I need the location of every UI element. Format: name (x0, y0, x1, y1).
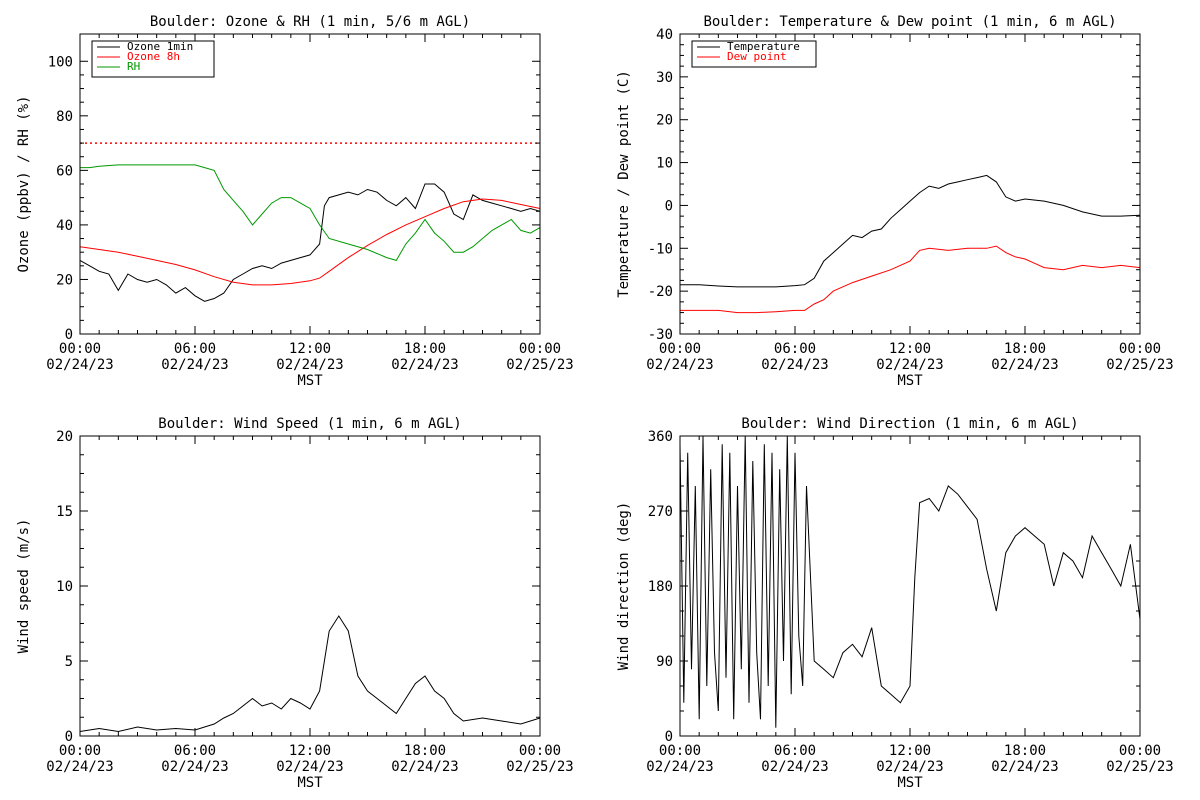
chart-1-line-ozone-1min (79, 183, 541, 302)
chart-3-xtick-date: 02/25/23 (506, 759, 573, 775)
chart-2-xtick-date: 02/24/23 (761, 357, 828, 373)
chart-1-ytick-label: 20 (56, 272, 73, 288)
chart-1-xtick-date: 02/24/23 (161, 357, 228, 373)
chart-2-xtick-time: 06:00 (774, 341, 816, 357)
chart-3-xtick-time: 00:00 (59, 743, 101, 759)
chart-3-xtick-time: 12:00 (289, 743, 331, 759)
chart-4-ylabel: Wind direction (deg) (616, 502, 632, 671)
chart-1-ytick-label: 100 (48, 54, 73, 70)
chart-3-xtick-time: 00:00 (519, 743, 561, 759)
chart-4-xtick-time: 00:00 (659, 743, 701, 759)
chart-4-xtick-time: 12:00 (889, 743, 931, 759)
chart-4-line-series-1 (679, 435, 1141, 728)
chart-1-xtick-time: 00:00 (519, 341, 561, 357)
chart-3-ytick-label: 0 (65, 729, 73, 745)
chart-3-ytick-label: 15 (56, 504, 73, 520)
chart-2-ytick-label: 10 (656, 156, 673, 172)
chart-1-ytick-label: 0 (65, 327, 73, 343)
chart-1-ytick-label: 60 (56, 163, 73, 179)
chart-3-xtick-time: 06:00 (174, 743, 216, 759)
chart-1-line-ozone-8h (79, 198, 541, 286)
chart-2-xtick-time: 12:00 (889, 341, 931, 357)
chart-3-xtick-date: 02/24/23 (161, 759, 228, 775)
chart-1-ytick-label: 80 (56, 109, 73, 125)
chart-4-ytick-label: 360 (648, 429, 673, 445)
chart-2-ytick-label: -20 (648, 284, 673, 300)
chart-1-title: Boulder: Ozone & RH (1 min, 5/6 m AGL) (150, 14, 470, 30)
chart-4-xtick-time: 18:00 (1004, 743, 1046, 759)
chart-4-xtick-time: 00:00 (1119, 743, 1161, 759)
chart-2-xtick-date: 02/24/23 (646, 357, 713, 373)
chart-3-ylabel: Wind speed (m/s) (16, 519, 32, 654)
chart-2-xtick-time: 00:00 (1119, 341, 1161, 357)
chart-1-xtick-time: 00:00 (59, 341, 101, 357)
chart-3-line-series-1 (79, 615, 541, 733)
chart-1-xtick-time: 12:00 (289, 341, 331, 357)
chart-1-frame (79, 33, 541, 335)
chart-1-xtick-date: 02/25/23 (506, 357, 573, 373)
chart-4-ytick-label: 270 (648, 504, 673, 520)
chart-3-xlabel: MST (297, 775, 323, 791)
chart-3-ytick-label: 20 (56, 429, 73, 445)
chart-4-xlabel: MST (897, 775, 923, 791)
chart-4-ytick-label: 90 (656, 654, 673, 670)
chart-2-line-temperature (680, 174, 1141, 288)
chart-2-ytick-label: 0 (665, 198, 673, 214)
chart-1-ytick-label: 40 (56, 218, 73, 234)
chart-1-xtick-time: 18:00 (404, 341, 446, 357)
chart-2-xtick-time: 18:00 (1004, 341, 1046, 357)
chart-4-ytick-label: 0 (665, 729, 673, 745)
chart-2-legend (691, 40, 817, 68)
chart-3-ytick-label: 10 (56, 579, 73, 595)
chart-2-ytick-label: 20 (656, 113, 673, 129)
chart-4-title: Boulder: Wind Direction (1 min, 6 m AGL) (741, 416, 1078, 432)
chart-3-xtick-date: 02/24/23 (391, 759, 458, 775)
chart-2-ytick-label: 40 (656, 27, 673, 43)
chart-2-xtick-date: 02/24/23 (876, 357, 943, 373)
chart-1-xtick-date: 02/24/23 (276, 357, 343, 373)
chart-2-legend-label: Temperature (727, 40, 800, 53)
chart-3-xtick-date: 02/24/23 (46, 759, 113, 775)
chart-1-xlabel: MST (297, 373, 323, 389)
chart-4-xtick-date: 02/24/23 (876, 759, 943, 775)
chart-2-xtick-time: 00:00 (659, 341, 701, 357)
chart-3-ytick-label: 5 (65, 654, 73, 670)
chart-1-xtick-date: 02/24/23 (46, 357, 113, 373)
chart-3-frame (79, 435, 541, 737)
chart-1-line-rh (80, 164, 541, 261)
chart-1-xtick-date: 02/24/23 (391, 357, 458, 373)
chart-3-xtick-time: 18:00 (404, 743, 446, 759)
chart-2-frame (679, 33, 1141, 335)
chart-3: Boulder: Wind Speed (1 min, 6 m AGL) 0 5 10… (16, 416, 574, 791)
chart-2-title: Boulder: Temperature & Dew point (1 min,… (703, 14, 1116, 30)
chart-3-xtick-date: 02/24/23 (276, 759, 343, 775)
chart-2-legend-label: Dew point (727, 50, 787, 63)
chart-1-ylabel: Ozone (ppbv) / RH (%) (16, 95, 32, 272)
chart-4-ytick-label: 180 (648, 579, 673, 595)
chart-4-xtick-date: 02/24/23 (646, 759, 713, 775)
chart-2-ylabel: Temperature / Dew point (C) (616, 70, 632, 298)
chart-2-xtick-date: 02/24/23 (991, 357, 1058, 373)
chart-2-ytick-label: 30 (656, 70, 673, 86)
chart-3-title: Boulder: Wind Speed (1 min, 6 m AGL) (158, 416, 461, 432)
chart-4-xtick-time: 06:00 (774, 743, 816, 759)
chart-4: Boulder: Wind Direction (1 min, 6 m AGL)… (616, 416, 1174, 791)
chart-2-ytick-label: -10 (648, 241, 673, 257)
chart-4-xtick-date: 02/25/23 (1106, 759, 1173, 775)
chart-2-xlabel: MST (897, 373, 923, 389)
chart-2: Boulder: Temperature & Dew point (1 min,… (616, 14, 1174, 389)
chart-4-xtick-date: 02/24/23 (761, 759, 828, 775)
chart-4-xtick-date: 02/24/23 (991, 759, 1058, 775)
chart-2-line-dew-point (680, 245, 1141, 314)
chart-1-xtick-time: 06:00 (174, 341, 216, 357)
chart-1-legend-label: Ozone 1min (127, 40, 193, 53)
chart-2-ytick-label: -30 (648, 327, 673, 343)
chart-2-xtick-date: 02/25/23 (1106, 357, 1173, 373)
chart-1: Boulder: Ozone & RH (1 min, 5/6 m AGL)02… (16, 14, 574, 389)
chart-1-legend-label: Ozone 8h (127, 50, 180, 63)
chart-1-legend-label: RH (127, 60, 140, 73)
